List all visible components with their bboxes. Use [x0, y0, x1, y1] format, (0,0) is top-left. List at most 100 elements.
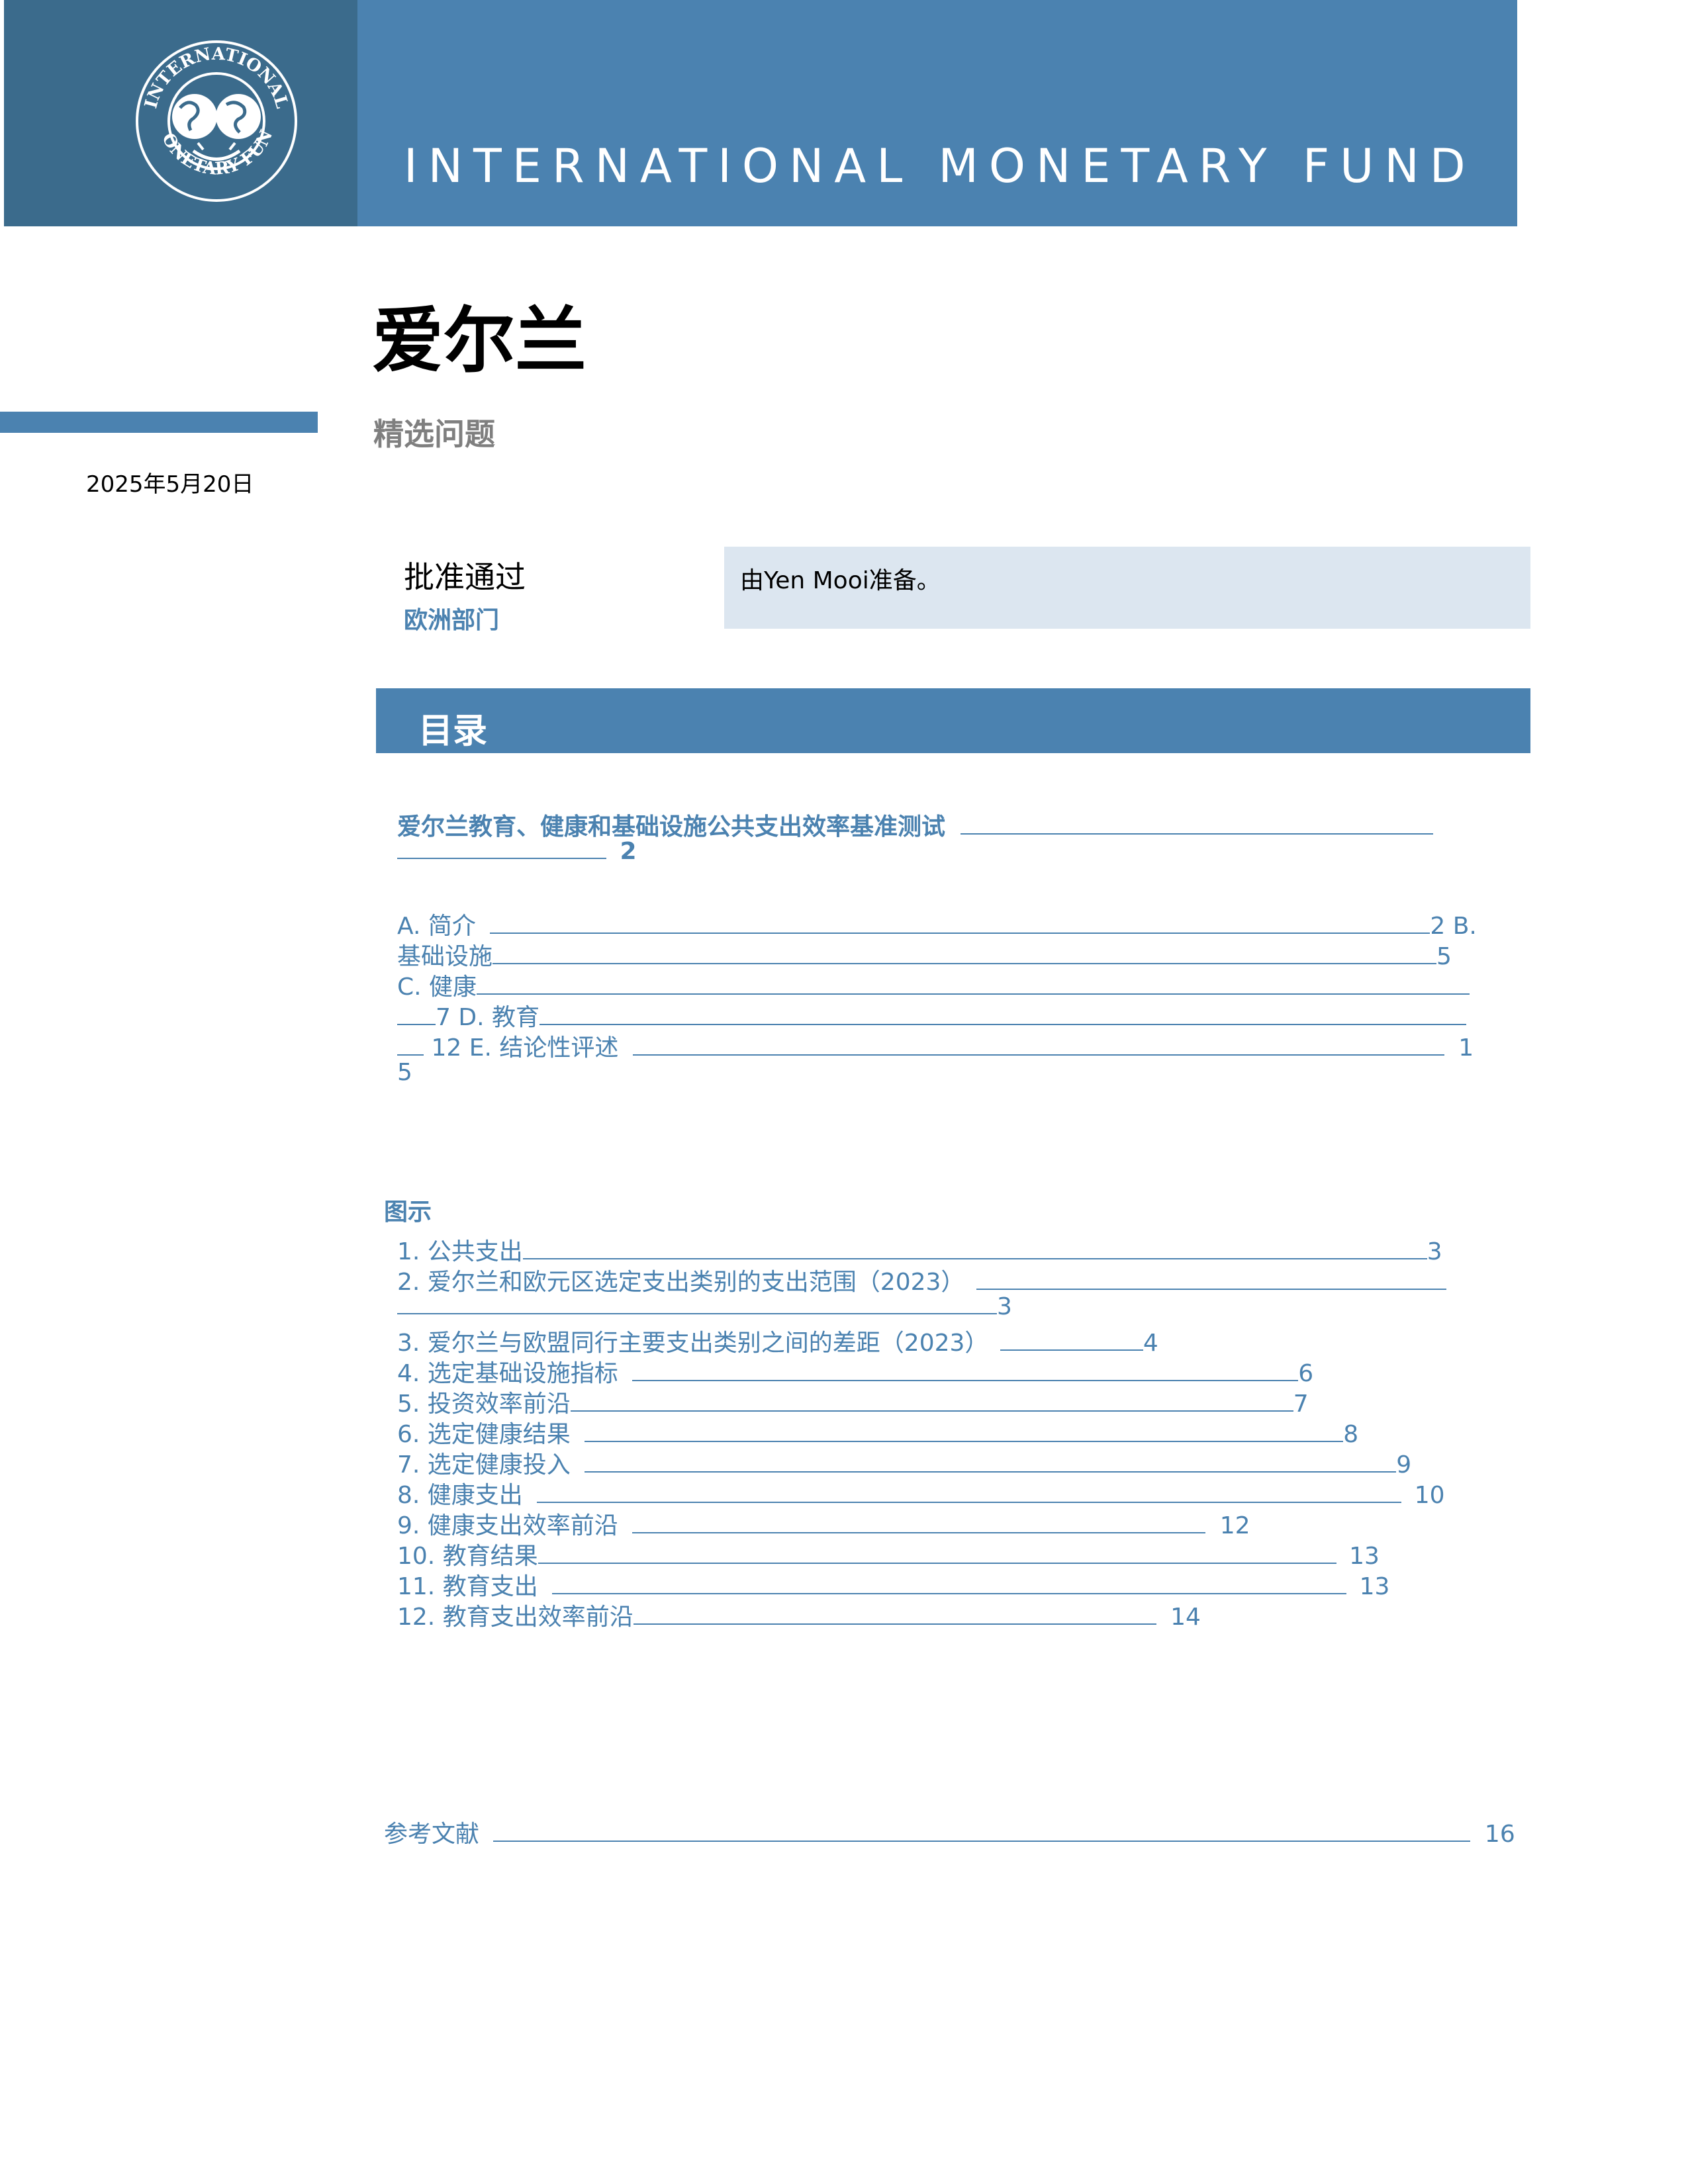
toc-leader	[397, 1295, 997, 1314]
report-country-title: 爱尔兰	[372, 300, 587, 383]
approving-department: 欧洲部门	[404, 607, 500, 634]
toc-main-entry-title: 爱尔兰教育、健康和基础设施公共支出效率基准测试	[397, 813, 946, 841]
references-page: 16	[1484, 1821, 1515, 1848]
figure-label: 11. 教育支出	[397, 1573, 538, 1600]
toc-leader	[490, 914, 1430, 934]
toc-section-line[interactable]: 基础设施 5	[397, 937, 1452, 972]
svg-text:INTERNATIONAL: INTERNATIONAL	[141, 44, 291, 111]
references-label: 参考文献	[384, 1821, 480, 1848]
figure-page: 12	[1219, 1512, 1250, 1539]
figure-entry[interactable]: 3. 爱尔兰与欧盟同行主要支出类别之间的差距（2023） 4	[397, 1324, 1158, 1358]
figure-entry[interactable]: 11. 教育支出 13	[397, 1567, 1389, 1602]
figure-entry-continuation[interactable]: 3	[397, 1293, 1012, 1320]
toc-main-entry-continuation[interactable]: 2	[397, 838, 637, 865]
figure-page: 4	[1143, 1330, 1158, 1357]
toc-section-line[interactable]: C. 健康	[397, 968, 1470, 1002]
toc-leader	[397, 839, 606, 859]
figure-label: 7. 选定健康投入	[397, 1451, 571, 1479]
toc-leader	[522, 1240, 1427, 1259]
figure-page: 6	[1298, 1360, 1314, 1387]
figure-page: 9	[1396, 1451, 1412, 1479]
imf-seal-logo: INTERNATIONAL MONETARY FUND	[134, 38, 297, 202]
figure-label: 8. 健康支出	[397, 1482, 523, 1509]
toc-leader	[537, 1483, 1402, 1503]
toc-leader	[632, 1036, 1444, 1056]
header-banner	[357, 0, 1517, 226]
report-subtitle: 精选问题	[373, 416, 495, 452]
figure-entry[interactable]: 4. 选定基础设施指标 6	[397, 1354, 1313, 1388]
prepared-by-text: 由Yen Mooi准备。	[740, 567, 941, 594]
figure-entry[interactable]: 9. 健康支出效率前沿 12	[397, 1506, 1250, 1541]
left-accent-rule	[0, 412, 318, 433]
figure-entry[interactable]: 12. 教育支出效率前沿 14	[397, 1598, 1201, 1632]
figure-entry[interactable]: 8. 健康支出 10	[397, 1476, 1445, 1510]
figure-page: 13	[1349, 1543, 1380, 1570]
toc-section-line[interactable]: 5	[397, 1059, 412, 1086]
figure-page: 13	[1359, 1573, 1390, 1600]
toc-section-e-page-part2: 5	[397, 1059, 412, 1086]
toc-section-line[interactable]: 12 E. 结论性评述 1	[397, 1028, 1474, 1063]
report-date: 2025年5月20日	[86, 471, 254, 498]
prepared-by-box: 由Yen Mooi准备。	[724, 547, 1530, 629]
toc-section-d-page: 12	[431, 1034, 462, 1062]
figure-entry[interactable]: 1. 公共支出 3	[397, 1232, 1442, 1267]
figure-page: 14	[1170, 1604, 1201, 1631]
figure-label: 5. 投资效率前沿	[397, 1390, 571, 1418]
figure-label: 12. 教育支出效率前沿	[397, 1604, 633, 1631]
figure-page: 8	[1343, 1421, 1359, 1448]
figure-page: 3	[1427, 1238, 1442, 1265]
figure-entry[interactable]: 2. 爱尔兰和欧元区选定支出类别的支出范围（2023）	[397, 1263, 1446, 1297]
toc-leader	[397, 1005, 436, 1025]
toc-leader	[633, 1605, 1156, 1625]
figure-page: 7	[1293, 1390, 1309, 1418]
figure-label: 4. 选定基础设施指标	[397, 1360, 618, 1387]
toc-leader	[976, 1270, 1446, 1290]
toc-section-a-title: A. 简介	[397, 913, 476, 940]
toc-leader	[570, 1392, 1293, 1412]
toc-leader	[552, 1574, 1347, 1594]
toc-leader	[632, 1514, 1206, 1533]
figure-entry[interactable]: 6. 选定健康结果 8	[397, 1415, 1358, 1449]
figure-entry[interactable]: 5. 投资效率前沿 7	[397, 1385, 1309, 1419]
figure-label: 10. 教育结果	[397, 1543, 538, 1570]
toc-section-c-page: 7	[436, 1004, 451, 1031]
toc-section-line[interactable]: A. 简介 2 B.	[397, 907, 1477, 941]
toc-section-e-page-part1: 1	[1458, 1034, 1474, 1062]
toc-section-d-title: D. 教育	[458, 1004, 539, 1031]
figure-label: 3. 爱尔兰与欧盟同行主要支出类别之间的差距（2023）	[397, 1330, 989, 1357]
toc-leader	[493, 1822, 1471, 1842]
toc-main-entry[interactable]: 爱尔兰教育、健康和基础设施公共支出效率基准测试	[397, 807, 1433, 842]
contents-heading: 目录	[418, 711, 488, 751]
contents-header-bar: 目录	[376, 688, 1530, 753]
toc-leader	[960, 815, 1433, 835]
organization-name: INTERNATIONAL MONETARY FUND	[404, 139, 1476, 193]
figure-entry[interactable]: 10. 教育结果 13	[397, 1537, 1380, 1571]
toc-leader	[1000, 1331, 1143, 1351]
toc-leader	[492, 944, 1437, 964]
toc-section-a-page: 2	[1430, 913, 1446, 940]
references-entry[interactable]: 参考文献 16	[384, 1815, 1515, 1849]
figure-label: 6. 选定健康结果	[397, 1421, 571, 1448]
approved-by-label: 批准通过	[404, 559, 526, 595]
figure-page: 3	[997, 1293, 1012, 1320]
toc-section-b-title: 基础设施	[397, 943, 493, 970]
figures-heading: 图示	[384, 1199, 432, 1226]
toc-leader	[585, 1453, 1397, 1473]
toc-main-entry-page: 2	[620, 838, 637, 865]
seal-text-top: INTERNATIONAL	[141, 44, 291, 111]
figure-label: 2. 爱尔兰和欧元区选定支出类别的支出范围（2023）	[397, 1269, 965, 1296]
toc-leader	[538, 1544, 1336, 1564]
figure-page: 10	[1414, 1482, 1445, 1509]
toc-section-b-page: 5	[1436, 943, 1452, 970]
toc-section-e-title: E. 结论性评述	[469, 1034, 619, 1062]
toc-section-b-prefix: B.	[1452, 913, 1477, 940]
toc-leader	[539, 1005, 1466, 1025]
figure-entry[interactable]: 7. 选定健康投入 9	[397, 1445, 1411, 1480]
toc-section-c-title: C. 健康	[397, 974, 477, 1001]
toc-section-line[interactable]: 7 D. 教育	[397, 998, 1466, 1032]
toc-leader	[585, 1422, 1344, 1442]
toc-leader	[477, 975, 1470, 995]
figure-label: 1. 公共支出	[397, 1238, 523, 1265]
figure-label: 9. 健康支出效率前沿	[397, 1512, 618, 1539]
toc-leader	[632, 1361, 1299, 1381]
